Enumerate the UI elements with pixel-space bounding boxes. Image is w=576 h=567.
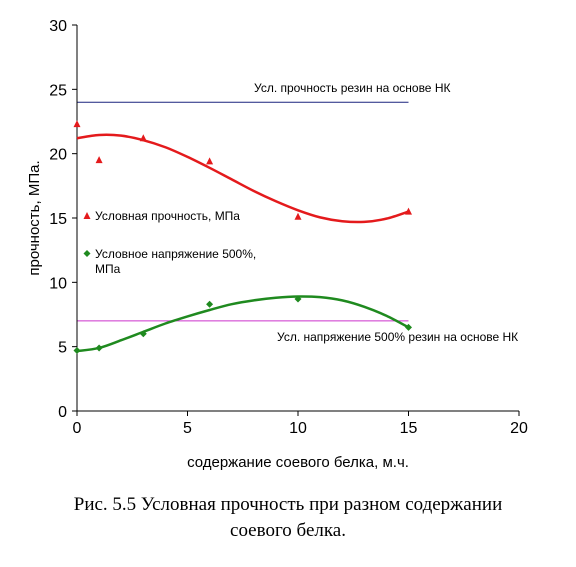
y-tick-label: 0: [58, 404, 67, 421]
trend-line-series-1: [76, 295, 410, 353]
data-point-series-0: [139, 134, 147, 142]
y-tick-label: 30: [49, 18, 67, 35]
x-tick-label: 10: [289, 420, 307, 437]
y-tick-label: 5: [58, 340, 67, 357]
data-point-series-1: [206, 300, 214, 308]
trend-line-series-0: [76, 133, 409, 224]
data-point-series-0: [73, 120, 81, 128]
data-point-series-1: [405, 323, 412, 331]
x-tick-label: 5: [183, 420, 192, 437]
x-tick-label: 0: [73, 420, 82, 437]
y-tick-label: 15: [49, 211, 67, 228]
caption-line-2: соевого белка.: [230, 520, 346, 541]
chart: 0 5 10 15 20 0 5 10 15 20 25 30 Усл. прочность рез…: [26, 18, 528, 471]
data-point-series-1: [139, 330, 147, 338]
data-point-series-0: [294, 212, 302, 220]
data-point-series-1: [73, 347, 81, 355]
x-tick-label: 20: [510, 420, 528, 437]
legend-marker-strength: [83, 212, 91, 219]
figure-caption: Рис. 5.5 Условная прочность при разном с…: [0, 492, 576, 544]
legend-label-strength: Условная прочность, МПа: [95, 209, 240, 223]
data-point-series-0: [405, 207, 412, 215]
ref-label-strength: Усл. прочность резин на основе НК: [254, 81, 450, 95]
legend-label-stress-line2: МПа: [95, 262, 121, 276]
data-point-series-0: [95, 156, 103, 164]
y-tick-label: 10: [49, 275, 67, 292]
ref-label-stress: Усл. напряжение 500% резин на основе НК: [277, 330, 518, 344]
data-points: [73, 120, 412, 355]
data-point-series-1: [294, 295, 302, 303]
caption-line-1: Рис. 5.5 Условная прочность при разном с…: [73, 494, 503, 515]
x-ticks: 0 5 10 15 20: [73, 411, 528, 437]
legend-label-stress-line1: Условное напряжение 500%,: [95, 247, 256, 261]
y-ticks: 0 5 10 15 20 25 30: [49, 18, 77, 421]
legend-marker-stress: [83, 250, 91, 257]
y-axis-title: прочность, МПа.: [26, 160, 43, 275]
trend-lines: [76, 133, 410, 353]
x-axis-title: содержание соевого белка, м.ч.: [187, 454, 409, 471]
legend: Условная прочность, МПа Условное напряже…: [83, 209, 256, 276]
y-tick-label: 20: [49, 147, 67, 164]
data-point-series-0: [206, 157, 214, 165]
x-tick-label: 15: [400, 420, 418, 437]
reference-lines: [77, 101, 409, 322]
data-point-series-1: [95, 344, 103, 352]
y-tick-label: 25: [49, 82, 67, 99]
